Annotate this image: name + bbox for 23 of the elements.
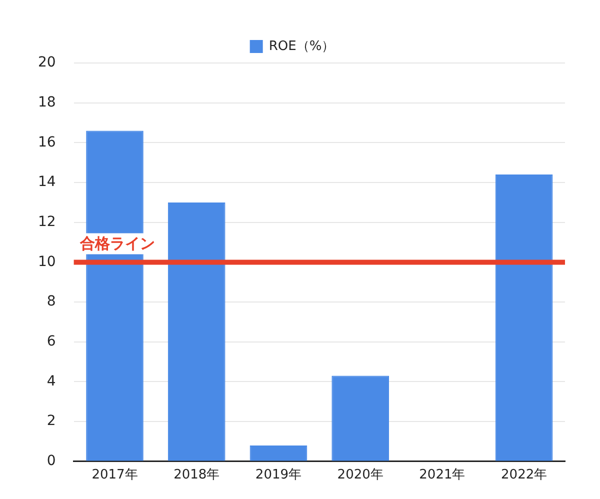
bar — [250, 445, 308, 461]
x-tick-label: 2019年 — [255, 468, 302, 483]
y-tick-label: 16 — [38, 134, 56, 150]
y-tick-label: 12 — [38, 214, 56, 230]
legend-label: ROE（%） — [268, 38, 335, 54]
y-tick-label: 20 — [38, 54, 56, 71]
y-tick-label: 0 — [46, 453, 56, 470]
y-tick-label: 14 — [38, 174, 56, 190]
ref-line-label: 合格ライン — [78, 234, 155, 253]
x-tick-label: 2020年 — [337, 468, 384, 483]
bar — [168, 202, 226, 461]
bar — [332, 376, 389, 461]
y-tick-label: 4 — [46, 373, 56, 390]
x-tick-label: 2018年 — [174, 468, 220, 483]
x-tick-label: 2021年 — [419, 468, 466, 483]
y-tick-label: 6 — [46, 334, 56, 350]
y-tick-label: 10 — [38, 254, 56, 270]
x-tick-label: 2017年 — [92, 468, 138, 483]
x-tick-label: 2022年 — [501, 468, 548, 483]
y-tick-label: 8 — [46, 294, 56, 310]
y-tick-label: 18 — [38, 94, 56, 110]
y-tick-label: 2 — [46, 413, 56, 430]
bar — [495, 174, 553, 461]
